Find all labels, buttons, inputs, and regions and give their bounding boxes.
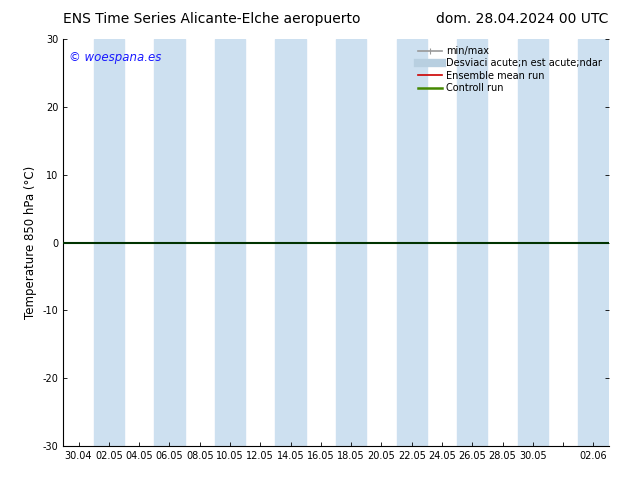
Legend: min/max, Desviaci acute;n est acute;ndar, Ensemble mean run, Controll run: min/max, Desviaci acute;n est acute;ndar…	[416, 44, 604, 95]
Bar	[518, 39, 548, 446]
Text: dom. 28.04.2024 00 UTC: dom. 28.04.2024 00 UTC	[436, 12, 609, 26]
Bar	[154, 39, 184, 446]
Y-axis label: Temperature 850 hPa (°C): Temperature 850 hPa (°C)	[24, 166, 37, 319]
Bar	[215, 39, 245, 446]
Bar	[397, 39, 427, 446]
Text: © woespana.es: © woespana.es	[69, 51, 161, 64]
Bar	[457, 39, 488, 446]
Bar	[94, 39, 124, 446]
Bar	[275, 39, 306, 446]
Bar	[336, 39, 366, 446]
Text: ENS Time Series Alicante-Elche aeropuerto: ENS Time Series Alicante-Elche aeropuert…	[63, 12, 361, 26]
Bar	[578, 39, 609, 446]
